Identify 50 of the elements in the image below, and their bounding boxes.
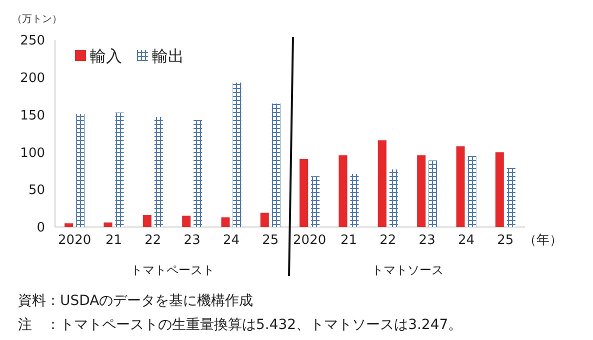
y-tick-label: 250 [20, 34, 45, 49]
x-tick-label: 21 [340, 233, 358, 248]
bar [194, 120, 202, 227]
legend-label: 輸出 [152, 46, 184, 66]
text: トマトソース [372, 263, 444, 277]
x-tick-label: 21 [105, 233, 122, 248]
bar [417, 155, 426, 227]
y-tick-label: 0 [36, 220, 45, 236]
bar [456, 146, 465, 227]
x-tick-label: 2020 [293, 233, 326, 248]
bar [506, 168, 516, 227]
bar [468, 156, 476, 227]
x-tick-label: 24 [458, 233, 475, 248]
bar [272, 104, 280, 227]
bar [495, 152, 504, 227]
bar [428, 160, 438, 227]
x-tick-label: 25 [262, 233, 279, 248]
bar [350, 174, 359, 227]
x-axis-title: （年） [524, 233, 562, 248]
bar [338, 155, 348, 227]
x-tick-label: 23 [184, 233, 200, 248]
bar [260, 212, 269, 227]
y-tick-label: 200 [20, 70, 45, 86]
x-tick-label: 23 [418, 233, 436, 248]
bar [104, 222, 112, 227]
y-tick-label: 150 [20, 108, 45, 124]
y-tick-label: 50 [28, 183, 45, 198]
y-axis-title: （万トン） [12, 14, 62, 25]
y-tick-label: 100 [20, 146, 45, 161]
legend-label: 輸入 [90, 46, 122, 66]
x-tick-label: 24 [222, 233, 240, 248]
bar [142, 215, 152, 227]
bar [115, 112, 124, 227]
bar [182, 216, 191, 227]
bar [76, 114, 85, 227]
text: 資料：USDAのデータを基に機構作成 [18, 293, 254, 309]
bar [389, 169, 398, 227]
text: トマトペースト [130, 263, 214, 277]
bar [232, 82, 242, 227]
bar [64, 223, 74, 227]
x-tick-label: 22 [380, 233, 396, 248]
bar [221, 217, 230, 227]
bar [154, 117, 163, 227]
text: 注 ：トマトペーストの生重量換算は5.432、トマトソースは3.247。 [18, 317, 462, 333]
bar [378, 140, 386, 227]
x-tick-label: 22 [144, 233, 162, 248]
bar [311, 176, 320, 227]
bar [300, 158, 308, 227]
x-tick-label: 2020 [58, 233, 92, 248]
x-tick-label: 25 [497, 233, 514, 248]
